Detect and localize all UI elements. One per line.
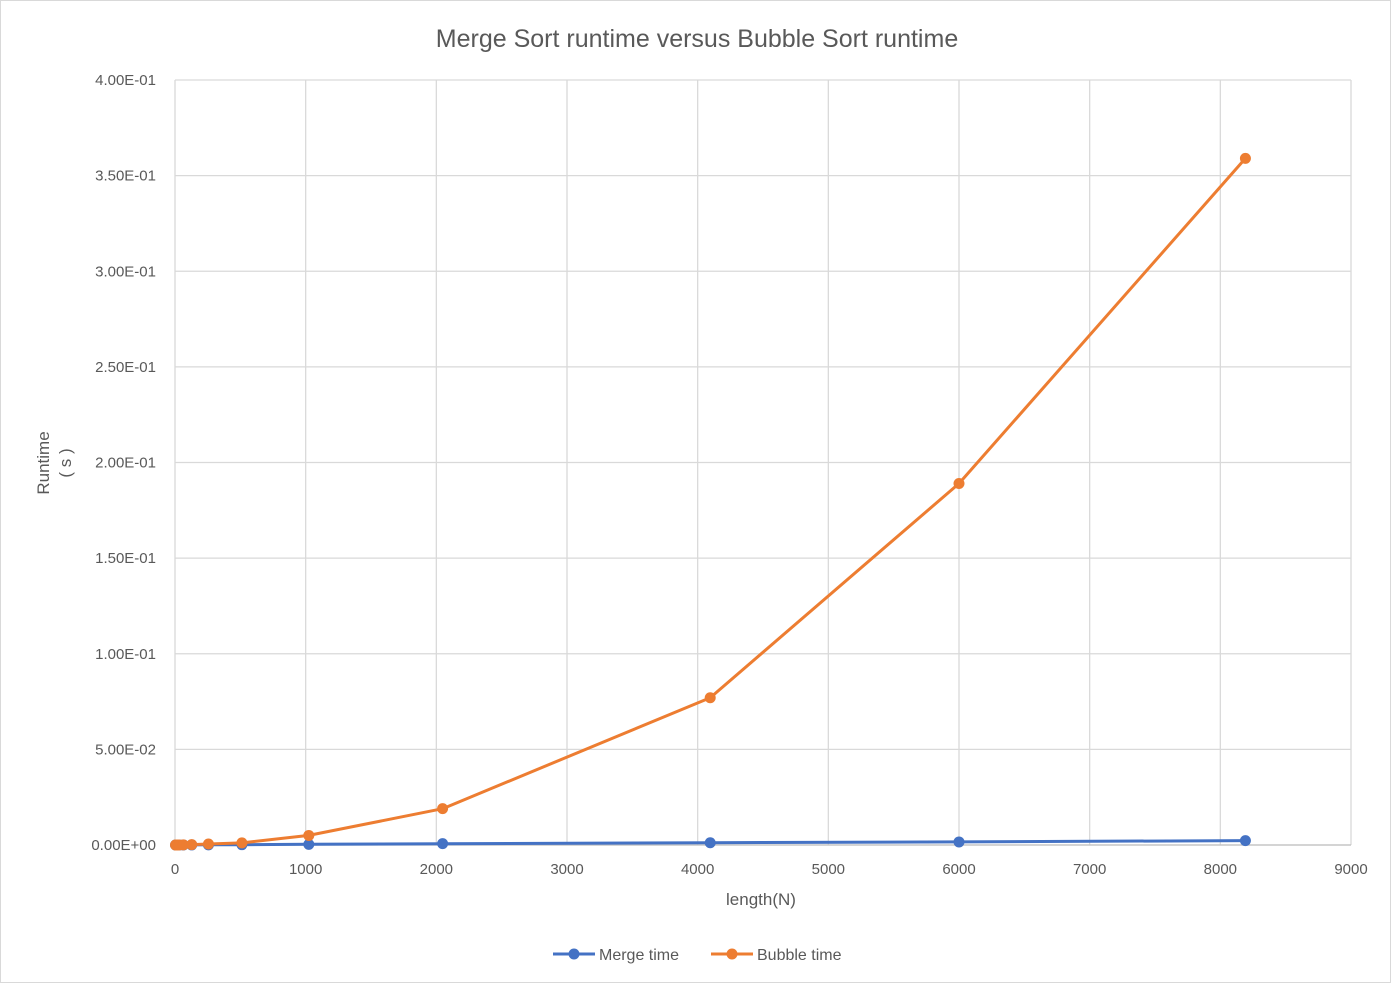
y-tick-label: 0.00E+00 [91,837,156,854]
y-tick-label: 2.50E-01 [95,359,156,376]
data-point-merge-time [303,838,315,850]
y-tick-label: 3.50E-01 [95,168,156,185]
x-tick-label: 9000 [1334,861,1367,878]
y-tick-label: 1.50E-01 [95,550,156,567]
x-tick-label: 0 [171,861,179,878]
x-tick-label: 6000 [942,861,975,878]
x-tick-label: 2000 [420,861,453,878]
series-line-bubble-time [174,157,1247,847]
legend-marker-bubble-time [726,948,738,960]
data-point-merge-time [437,838,449,850]
legend: Merge time Bubble time [553,947,842,964]
data-point-bubble-time [202,838,214,850]
x-tick-label: 7000 [1073,861,1106,878]
x-tick-label: 5000 [812,861,845,878]
series-layer [170,152,1251,851]
data-point-bubble-time [1239,152,1251,164]
x-tick-label: 4000 [681,861,714,878]
legend-marker-merge-time [568,948,580,960]
x-axis-ticks: 0 1000 2000 3000 4000 5000 6000 7000 8000 9000 [171,861,1368,878]
y-axis-title-line-1: Runtime [34,431,53,494]
y-axis-ticks: 0.00E+00 5.00E-02 1.00E-01 1.50E-01 2.00E-01… [91,72,156,854]
chart-title: Merge Sort runtime versus Bubble Sort ru… [436,25,958,53]
y-tick-label: 5.00E-02 [95,741,156,758]
legend-label-bubble-time: Bubble time [757,947,842,964]
data-point-bubble-time [303,829,315,841]
data-point-bubble-time [437,803,449,815]
data-point-bubble-time [177,839,189,851]
data-point-bubble-time [953,478,965,490]
y-tick-label: 3.00E-01 [95,263,156,280]
x-tick-label: 3000 [550,861,583,878]
x-tick-label: 1000 [289,861,322,878]
gridlines [174,79,1352,846]
x-tick-label: 8000 [1204,861,1237,878]
y-tick-label: 4.00E-01 [95,72,156,89]
y-axis-title: Runtime ( s ) [34,431,75,494]
data-point-merge-time [704,837,716,849]
x-axis-title: length(N) [726,890,796,909]
data-point-merge-time [953,836,965,848]
y-axis-title-line-2: ( s ) [56,448,75,477]
data-point-bubble-time [186,839,198,851]
y-tick-label: 1.00E-01 [95,646,156,663]
legend-label-merge-time: Merge time [599,947,679,964]
data-point-merge-time [1239,835,1251,847]
data-point-bubble-time [236,837,248,849]
data-point-bubble-time [704,692,716,704]
y-tick-label: 2.00E-01 [95,455,156,472]
